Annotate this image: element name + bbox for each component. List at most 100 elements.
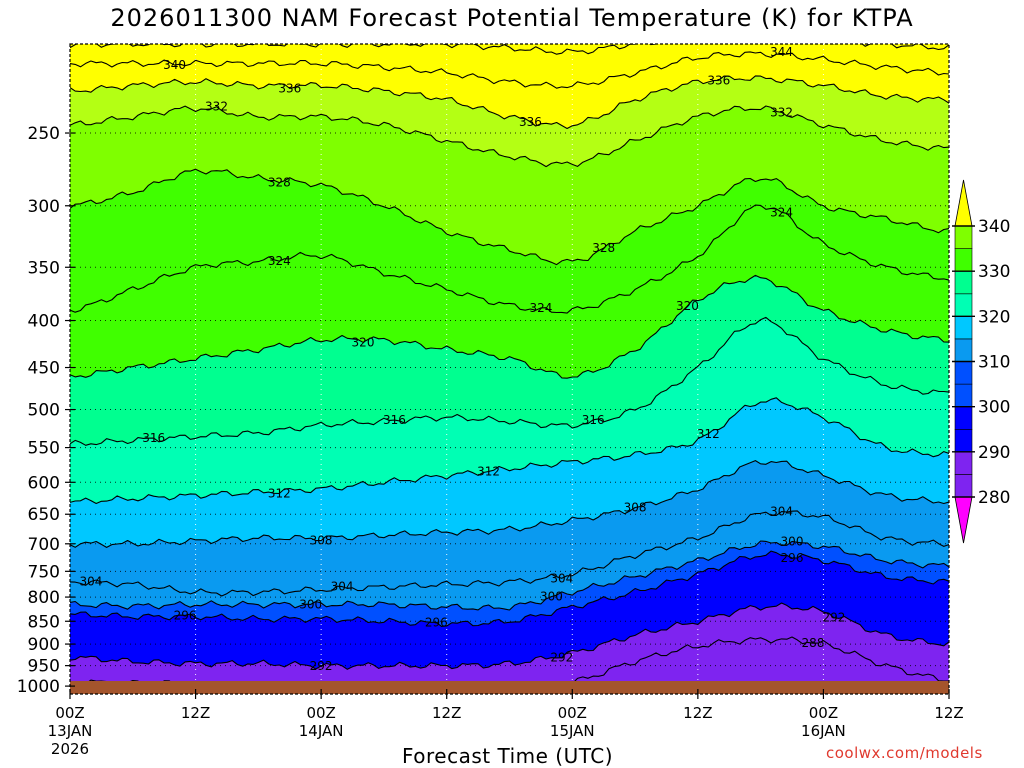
contour-324 (70, 204, 949, 314)
contour-308 (70, 460, 949, 548)
colorbar-segment (954, 270, 973, 295)
band-15 (70, 44, 949, 55)
x-year-label: 2026 (51, 740, 89, 758)
contour-label: 328 (592, 241, 615, 255)
contour-304 (70, 510, 949, 597)
contour-label: 292 (310, 659, 333, 673)
contour-label: 324 (529, 301, 552, 315)
contour-label: 316 (582, 413, 605, 427)
colorbar-label: 320 (978, 307, 1010, 327)
grid-lines (70, 44, 949, 694)
contour-312 (70, 397, 949, 505)
y-tick-label: 550 (28, 439, 60, 459)
contour-300 (70, 540, 949, 611)
y-tick-label: 700 (28, 535, 60, 555)
x-tick-label: 00Z (809, 704, 838, 722)
y-tick-label: 800 (28, 588, 60, 608)
shaded-bands (70, 44, 949, 694)
colorbar: 280 290 300 310 320 330 340 (952, 179, 1010, 544)
y-tick-label: 500 (28, 401, 60, 421)
pressure-axis: 250 300 350 400 450 500 550 600 650 700 750 800 850 9… (17, 124, 75, 697)
x-tick-label: 00Z (55, 704, 84, 722)
source-credit: coolwx.com/models (826, 744, 983, 762)
contour-292 (70, 602, 949, 670)
contour-label: 312 (268, 487, 291, 501)
contour-332 (70, 105, 949, 168)
contour-label: 308 (624, 501, 647, 515)
contour-label: 296 (174, 608, 197, 622)
chart-title: 2026011300 NAM Forecast Potential Temper… (110, 4, 914, 32)
contour-label: 308 (310, 534, 333, 548)
y-tick-label: 900 (28, 635, 60, 655)
contour-344 (70, 44, 949, 55)
contour-label: 296 (781, 551, 804, 565)
contour-label: 292 (550, 651, 573, 665)
contour-label: 304 (770, 505, 793, 519)
contour-label: 300 (299, 597, 322, 611)
contour-label: 320 (676, 299, 699, 313)
colorbar-label: 340 (978, 217, 1010, 237)
colorbar-segment (954, 406, 973, 430)
colorbar-label: 290 (978, 443, 1010, 463)
colorbar-segment (954, 383, 973, 408)
contour-label: 344 (770, 45, 793, 59)
colorbar-segment (954, 293, 973, 317)
y-tick-label: 250 (28, 124, 60, 144)
colorbar-segment (954, 428, 973, 453)
y-tick-label: 850 (28, 612, 60, 632)
x-tick-label: 00Z (558, 704, 587, 722)
y-tick-label: 950 (28, 657, 60, 677)
contour-label: 336 (707, 73, 730, 87)
y-tick-label: 1000 (17, 677, 60, 697)
colorbar-segment (954, 225, 973, 249)
contour-label: 296 (425, 615, 448, 629)
colorbar-label: 300 (978, 398, 1010, 418)
x-date-label: 14JAN (299, 722, 344, 740)
contour-328 (70, 168, 949, 266)
y-tick-label: 400 (28, 312, 60, 332)
contour-label: 336 (519, 115, 542, 129)
contour-label: 324 (770, 205, 793, 219)
y-tick-label: 450 (28, 359, 60, 379)
x-tick-label: 00Z (306, 704, 335, 722)
colorbar-arrow-bottom (954, 496, 973, 544)
colorbar-label: 330 (978, 262, 1010, 282)
x-tick-label: 12Z (181, 704, 210, 722)
colorbar-arrow-top (954, 179, 973, 227)
contour-labels: 340 336 344 332 336 336 332 328 324 324 328 324 320 3… (79, 45, 845, 673)
contour-label: 300 (781, 534, 804, 548)
contour-label: 312 (697, 427, 720, 441)
colorbar-label: 280 (978, 488, 1010, 508)
x-date-label: 15JAN (550, 722, 595, 740)
y-tick-label: 750 (28, 562, 60, 582)
x-tick-label: 12Z (934, 704, 963, 722)
contour-label: 328 (268, 176, 291, 190)
x-tick-label: 12Z (683, 704, 712, 722)
plot-frame (69, 43, 950, 695)
contour-296 (70, 550, 949, 627)
contour-label: 324 (268, 254, 291, 268)
colorbar-segment (954, 361, 973, 385)
contour-label: 304 (550, 571, 573, 585)
contour-label: 312 (477, 465, 500, 479)
colorbar-segment (954, 248, 973, 272)
colorbar-segment (954, 474, 973, 498)
contour-label: 332 (205, 100, 228, 114)
colorbar-segment (954, 315, 973, 340)
x-axis-label: Forecast Time (UTC) (402, 744, 614, 768)
contour-label: 304 (79, 575, 102, 589)
x-date-label: 13JAN (48, 722, 93, 740)
y-tick-label: 600 (28, 473, 60, 493)
colorbar-segment (954, 451, 973, 475)
contour-label: 292 (822, 611, 845, 625)
contour-320 (70, 274, 949, 379)
y-tick-label: 350 (28, 258, 60, 278)
y-tick-label: 650 (28, 505, 60, 525)
contour-label: 316 (383, 413, 406, 427)
ground-strip (70, 681, 949, 694)
contour-340 (70, 51, 949, 89)
contour-label: 300 (540, 590, 563, 604)
contour-lines (70, 44, 949, 693)
